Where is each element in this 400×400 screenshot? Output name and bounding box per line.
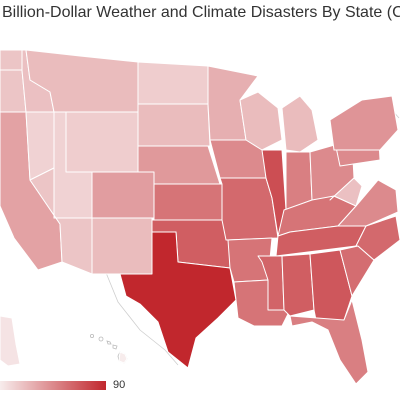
state-tx[interactable] (119, 231, 237, 369)
state-nd[interactable] (137, 61, 209, 105)
map-title: Billion-Dollar Weather and Climate Disas… (2, 4, 400, 21)
state-wa[interactable] (0, 49, 23, 71)
state-ks[interactable] (153, 183, 223, 221)
state-sd[interactable] (137, 103, 211, 147)
state-al[interactable] (281, 253, 315, 317)
legend-gradient-bar (0, 381, 106, 390)
state-nm[interactable] (91, 217, 153, 275)
mexico-outline (99, 257, 179, 366)
state-ny[interactable] (329, 95, 399, 151)
state-mi[interactable] (281, 95, 319, 153)
state-fl[interactable] (289, 299, 369, 385)
state-wi[interactable] (239, 91, 283, 151)
state-wy[interactable] (65, 111, 139, 173)
legend-max-label: 90 (113, 379, 126, 391)
state-wv[interactable] (329, 177, 363, 207)
state-hi[interactable] (118, 351, 128, 364)
state-co[interactable] (91, 171, 155, 219)
state-ak[interactable] (0, 315, 21, 367)
